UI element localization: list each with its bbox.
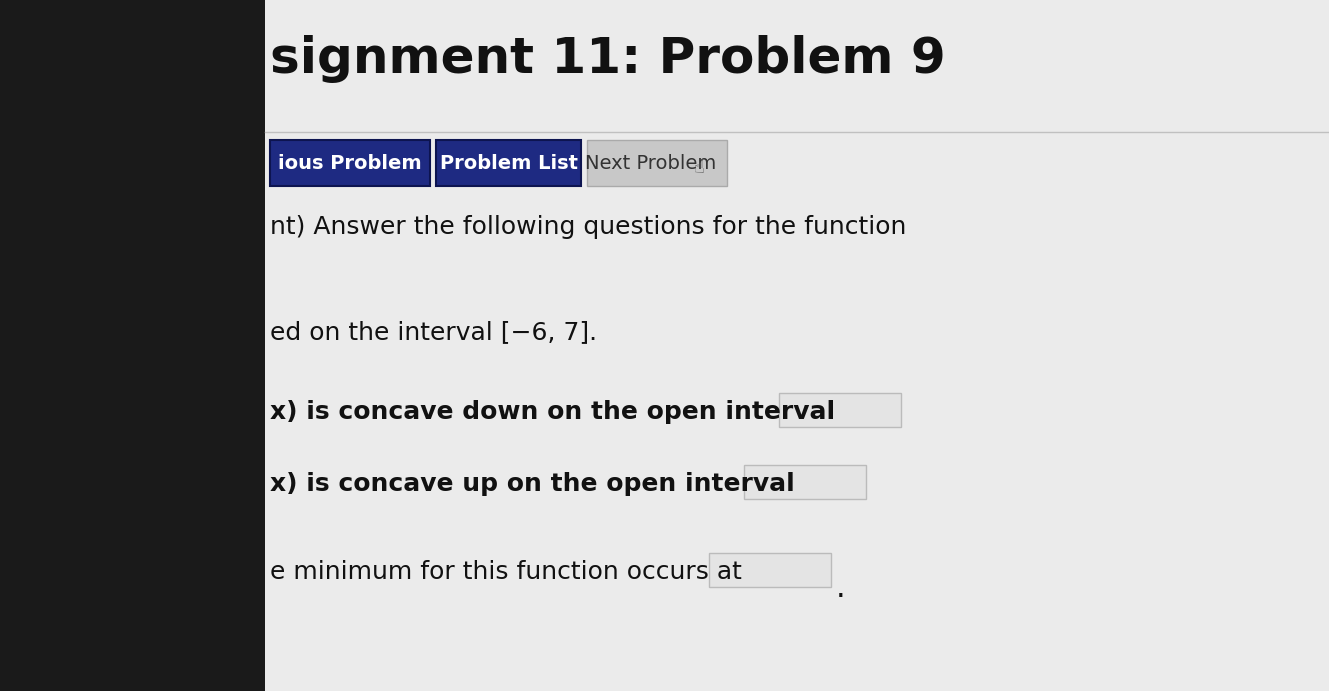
FancyBboxPatch shape (270, 140, 431, 186)
FancyBboxPatch shape (264, 0, 1329, 691)
FancyBboxPatch shape (708, 553, 831, 587)
Text: signment 11: Problem 9: signment 11: Problem 9 (270, 35, 946, 83)
FancyBboxPatch shape (587, 140, 727, 186)
Text: Next Problem: Next Problem (585, 153, 716, 173)
Text: x) is concave up on the open interval: x) is concave up on the open interval (270, 472, 795, 496)
Text: e minimum for this function occurs at: e minimum for this function occurs at (270, 560, 742, 584)
Text: ious Problem: ious Problem (278, 153, 421, 173)
FancyBboxPatch shape (436, 140, 581, 186)
Text: x) is concave down on the open interval: x) is concave down on the open interval (270, 400, 835, 424)
Text: ☝: ☝ (694, 159, 704, 177)
Text: ed on the interval [−6, 7].: ed on the interval [−6, 7]. (270, 320, 597, 344)
Text: Problem List: Problem List (440, 153, 578, 173)
Text: .: . (836, 574, 845, 603)
FancyBboxPatch shape (0, 0, 264, 691)
Text: nt) Answer the following questions for the function: nt) Answer the following questions for t… (270, 215, 906, 239)
FancyBboxPatch shape (779, 393, 901, 427)
FancyBboxPatch shape (744, 465, 867, 499)
